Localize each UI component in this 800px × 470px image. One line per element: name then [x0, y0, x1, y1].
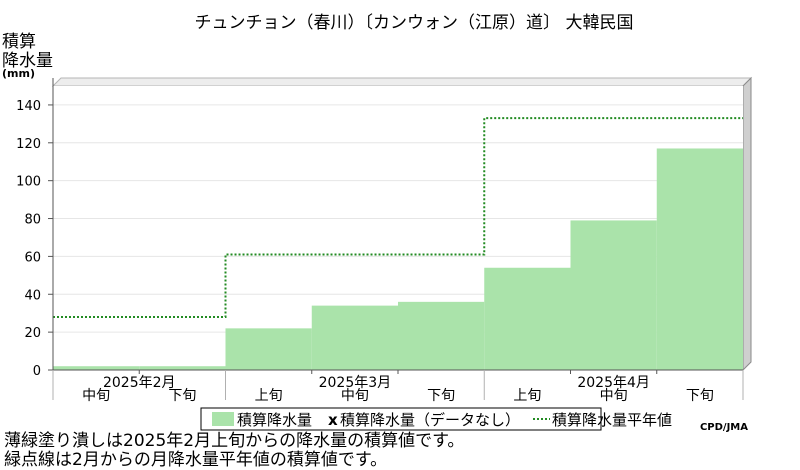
period-label: 中旬	[82, 388, 110, 404]
period-label: 下旬	[427, 388, 455, 404]
period-label: 中旬	[341, 388, 369, 404]
period-label: 上旬	[513, 388, 541, 404]
legend-label-missing: 積算降水量（データなし）	[340, 411, 520, 429]
precip-bar	[225, 328, 312, 370]
precip-bar	[398, 301, 485, 370]
precip-bar	[484, 267, 571, 370]
legend-marker-missing: x	[328, 411, 338, 429]
source-credit: CPD/JMA	[700, 422, 748, 433]
period-label: 中旬	[600, 388, 628, 404]
legend: 積算降水量 x 積算降水量（データなし） 積算降水量平年値	[200, 407, 672, 431]
period-label: 下旬	[686, 388, 714, 404]
y-tick-labels: 0 20 40 60 80 100 120 140	[16, 99, 41, 379]
y-tick-label: 40	[24, 288, 41, 303]
month-label: 2025年4月	[577, 375, 650, 391]
legend-box	[200, 407, 602, 431]
precip-bar	[656, 148, 743, 370]
plot-top-bevel	[51, 77, 753, 87]
precip-bar	[311, 305, 398, 370]
plot-side-bevel	[742, 76, 752, 372]
note-dotted-line: 緑点線は2月からの月降水量平年値の積算値です。	[4, 450, 388, 470]
y-tick-label: 60	[24, 250, 41, 265]
y-tick-label: 140	[16, 99, 41, 114]
note-fill: 薄緑塗り潰しは2025年2月上旬からの降水量の積算値です。	[4, 431, 465, 451]
precip-bar	[570, 220, 657, 370]
y-axis-label-line-2: 降水量	[2, 51, 53, 71]
y-tick-label: 100	[16, 175, 41, 190]
legend-swatch-bar	[212, 412, 234, 426]
legend-label-normal: 積算降水量平年値	[552, 411, 672, 429]
legend-label-bar: 積算降水量	[237, 411, 312, 429]
month-label: 2025年2月	[103, 375, 176, 391]
axes	[48, 78, 744, 400]
chart-title: チュンチョン（春川）〔カンウォン（江原）道〕 大韓民国	[195, 13, 634, 33]
precip-bar	[139, 366, 226, 370]
normal-step-line	[53, 117, 743, 318]
y-tick-label: 0	[33, 364, 41, 379]
bar-series	[53, 148, 743, 370]
period-label: 上旬	[255, 388, 283, 404]
normal-step-series	[53, 117, 743, 318]
month-label: 2025年3月	[319, 375, 392, 391]
precip-bar	[53, 366, 140, 370]
period-label: 下旬	[168, 388, 196, 404]
y-tick-label: 20	[24, 326, 41, 341]
y-axis-unit: (mm)	[2, 67, 35, 80]
y-tick-label: 120	[16, 137, 41, 152]
y-tick-label: 80	[24, 213, 41, 228]
y-axis-label-line-1: 積算	[2, 32, 36, 52]
